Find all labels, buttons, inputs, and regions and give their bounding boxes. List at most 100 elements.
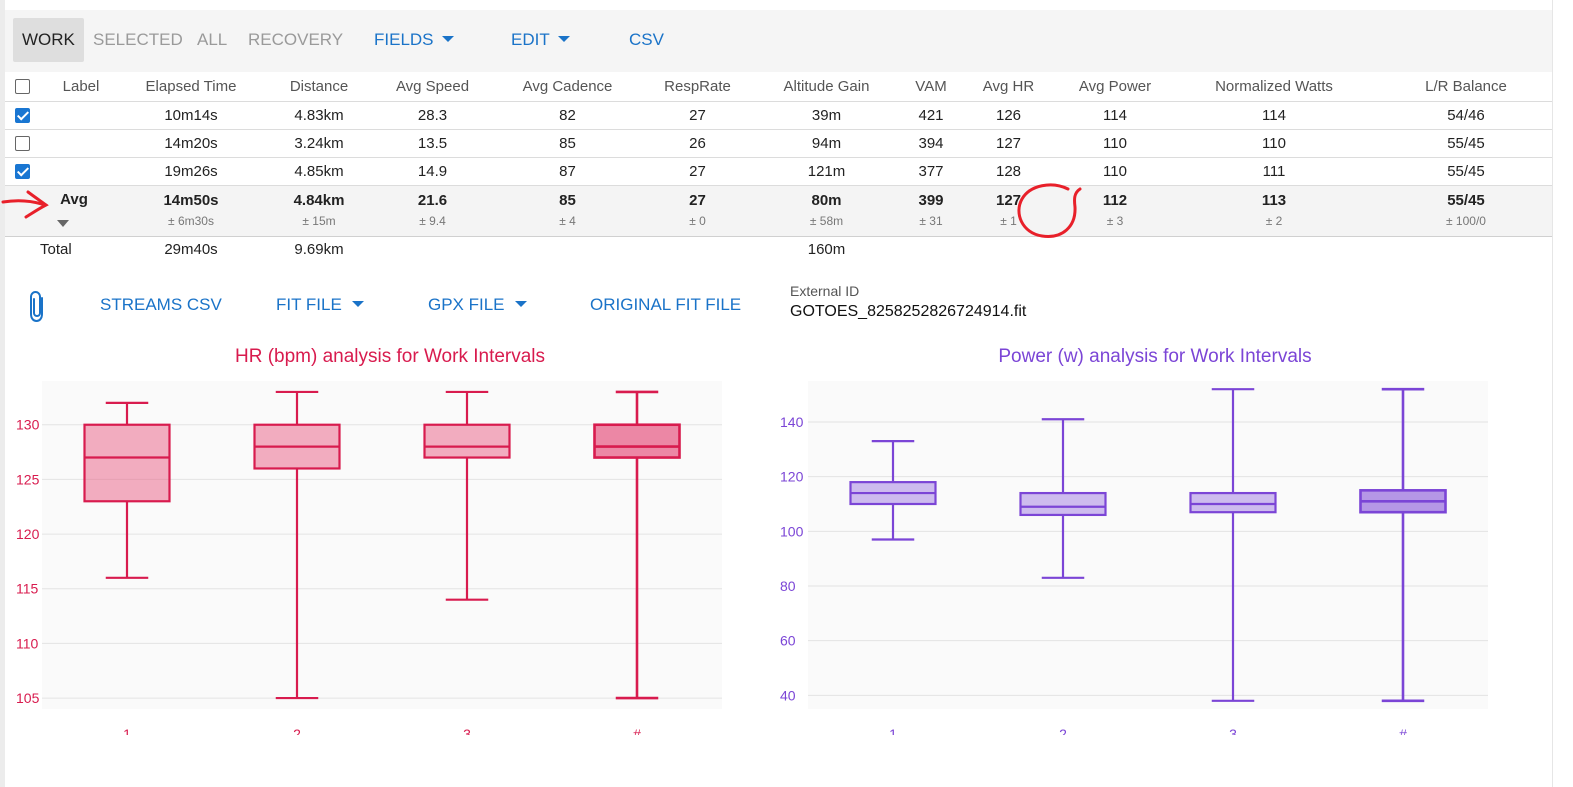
row-checkbox[interactable] xyxy=(14,108,30,124)
tab-recovery[interactable]: RECOVERY xyxy=(248,30,344,49)
caret-down-icon xyxy=(514,300,527,307)
avg-deviation: ± 4 xyxy=(559,214,576,228)
tab-selected[interactable]: SELECTED xyxy=(93,30,183,49)
column-header[interactable]: L/R Balance xyxy=(1380,72,1552,102)
fields-menu-button[interactable]: FIELDS xyxy=(374,18,454,62)
table-cell: 82 xyxy=(486,101,649,130)
total-cell xyxy=(649,236,746,262)
table-cell: 4.83km xyxy=(259,101,379,130)
y-tick-label: 120 xyxy=(16,526,40,542)
column-header[interactable]: Label xyxy=(39,72,123,102)
avg-value: 21.6 xyxy=(417,192,448,209)
external-id-label: External ID xyxy=(790,283,860,299)
table-cell: 28.3 xyxy=(379,101,486,130)
x-tick-label: 2 xyxy=(1059,726,1067,735)
edit-label: EDIT xyxy=(511,30,550,49)
box-3 xyxy=(423,390,511,601)
avg-cell: 127 ± 1 xyxy=(955,185,1062,237)
left-edge xyxy=(0,0,5,787)
fit-file-label: FIT FILE xyxy=(276,295,342,314)
power-chart-title: Power (w) analysis for Work Intervals xyxy=(998,346,1312,367)
original-fit-file-button[interactable]: ORIGINAL FIT FILE xyxy=(590,295,742,314)
fit-file-button[interactable]: FIT FILE xyxy=(276,295,364,315)
fields-label: FIELDS xyxy=(374,30,434,49)
column-header[interactable]: RespRate xyxy=(649,72,746,102)
avg-deviation: ± 2 xyxy=(1265,214,1283,228)
column-header[interactable]: Avg Power xyxy=(1062,72,1168,102)
avg-label: Avg xyxy=(60,190,88,208)
box-iqr xyxy=(423,423,511,459)
avg-deviation: ± 15m xyxy=(302,214,336,228)
avg-value: 4.84km xyxy=(293,192,345,209)
streams-csv-button[interactable]: STREAMS CSV xyxy=(100,295,222,314)
total-cell: 9.69km xyxy=(294,240,344,258)
table-cell: 14m20s xyxy=(123,129,259,158)
y-tick-label: 125 xyxy=(16,471,40,487)
row-select-cell[interactable] xyxy=(5,157,39,186)
edit-menu-button[interactable]: EDIT xyxy=(511,18,570,62)
external-id-value: GOTOES_8258252826724914.fit xyxy=(790,303,1027,320)
tab-all[interactable]: ALL xyxy=(197,30,228,49)
x-tick-label: 1 xyxy=(889,726,897,735)
column-header[interactable]: Distance xyxy=(259,72,379,102)
gpx-file-button[interactable]: GPX FILE xyxy=(428,295,527,315)
expand-toggle[interactable] xyxy=(4,214,122,231)
table-cell: 26 xyxy=(649,129,746,158)
total-label: Total xyxy=(40,240,72,258)
avg-deviation: ± 3 xyxy=(1106,214,1124,228)
table-cell: 94m xyxy=(746,129,907,158)
column-header[interactable]: VAM xyxy=(907,72,955,102)
row-checkbox[interactable] xyxy=(14,136,30,152)
box-iqr xyxy=(1019,491,1107,517)
tab-work[interactable]: WORK xyxy=(13,18,84,62)
x-tick-label: # xyxy=(633,726,641,735)
avg-value: 27 xyxy=(689,192,706,209)
avg-value: 14m50s xyxy=(163,192,219,209)
avg-value: 113 xyxy=(1261,192,1287,209)
avg-row: Avg 14m50s ± 6m30s 4.84km ± 15m 21.6 ± 9.4 … xyxy=(4,185,1552,237)
avg-value: 80m xyxy=(811,192,842,209)
box-iqr xyxy=(83,423,171,503)
caret-down-icon xyxy=(351,300,364,307)
hr-chart-title: HR (bpm) analysis for Work Intervals xyxy=(234,346,546,367)
column-header[interactable]: Avg Speed xyxy=(379,72,486,102)
top-strip xyxy=(5,0,1552,10)
table-row[interactable]: 10m14s 4.83km 28.3 82 27 39m 421 126 114… xyxy=(5,101,1552,130)
table-cell: 3.24km xyxy=(259,129,379,158)
avg-deviation: ± 9.4 xyxy=(419,214,446,228)
paperclip-icon[interactable] xyxy=(25,290,51,324)
avg-cell: 14m50s ± 6m30s xyxy=(123,185,259,237)
power-box-chart: 40 60 80 100 120 140 1 2 3 # xyxy=(780,381,1488,735)
file-links-bar: STREAMS CSV FIT FILE GPX FILE ORIGINAL F… xyxy=(5,283,1552,330)
column-header[interactable]: Avg HR xyxy=(955,72,1062,102)
scrollbar-track[interactable] xyxy=(1552,0,1573,787)
box-2 xyxy=(253,390,341,700)
y-tick-label: 40 xyxy=(780,687,796,703)
row-select-cell[interactable] xyxy=(5,129,39,158)
row-select-cell[interactable] xyxy=(5,101,39,130)
column-header[interactable]: Elapsed Time xyxy=(123,72,259,102)
table-cell: 111 xyxy=(1168,157,1380,186)
avg-cell: 27 ± 0 xyxy=(649,185,746,237)
select-all-cell[interactable] xyxy=(5,72,39,102)
table-cell: 127 xyxy=(955,129,1062,158)
box-# xyxy=(593,390,681,700)
table-cell: 27 xyxy=(649,157,746,186)
csv-button[interactable]: CSV xyxy=(629,30,664,49)
select-all-checkbox[interactable] xyxy=(14,79,30,95)
table-row[interactable]: 14m20s 3.24km 13.5 85 26 94m 394 127 110… xyxy=(5,129,1552,158)
plot-area xyxy=(808,381,1488,709)
avg-cell: 55/45 ± 100/0 xyxy=(1380,185,1552,237)
table-cell: 39m xyxy=(746,101,907,130)
column-header[interactable]: Altitude Gain xyxy=(746,72,907,102)
x-tick-label: 3 xyxy=(1229,726,1237,735)
column-header[interactable]: Normalized Watts xyxy=(1168,72,1380,102)
table-row[interactable]: 19m26s 4.85km 14.9 87 27 121m 377 128 11… xyxy=(5,157,1552,186)
total-cell: 160m xyxy=(807,240,846,258)
column-header[interactable]: Avg Cadence xyxy=(486,72,649,102)
table-cell: 10m14s xyxy=(123,101,259,130)
total-cell xyxy=(1380,236,1552,262)
avg-value: 112 xyxy=(1102,192,1128,209)
row-checkbox[interactable] xyxy=(14,164,30,180)
